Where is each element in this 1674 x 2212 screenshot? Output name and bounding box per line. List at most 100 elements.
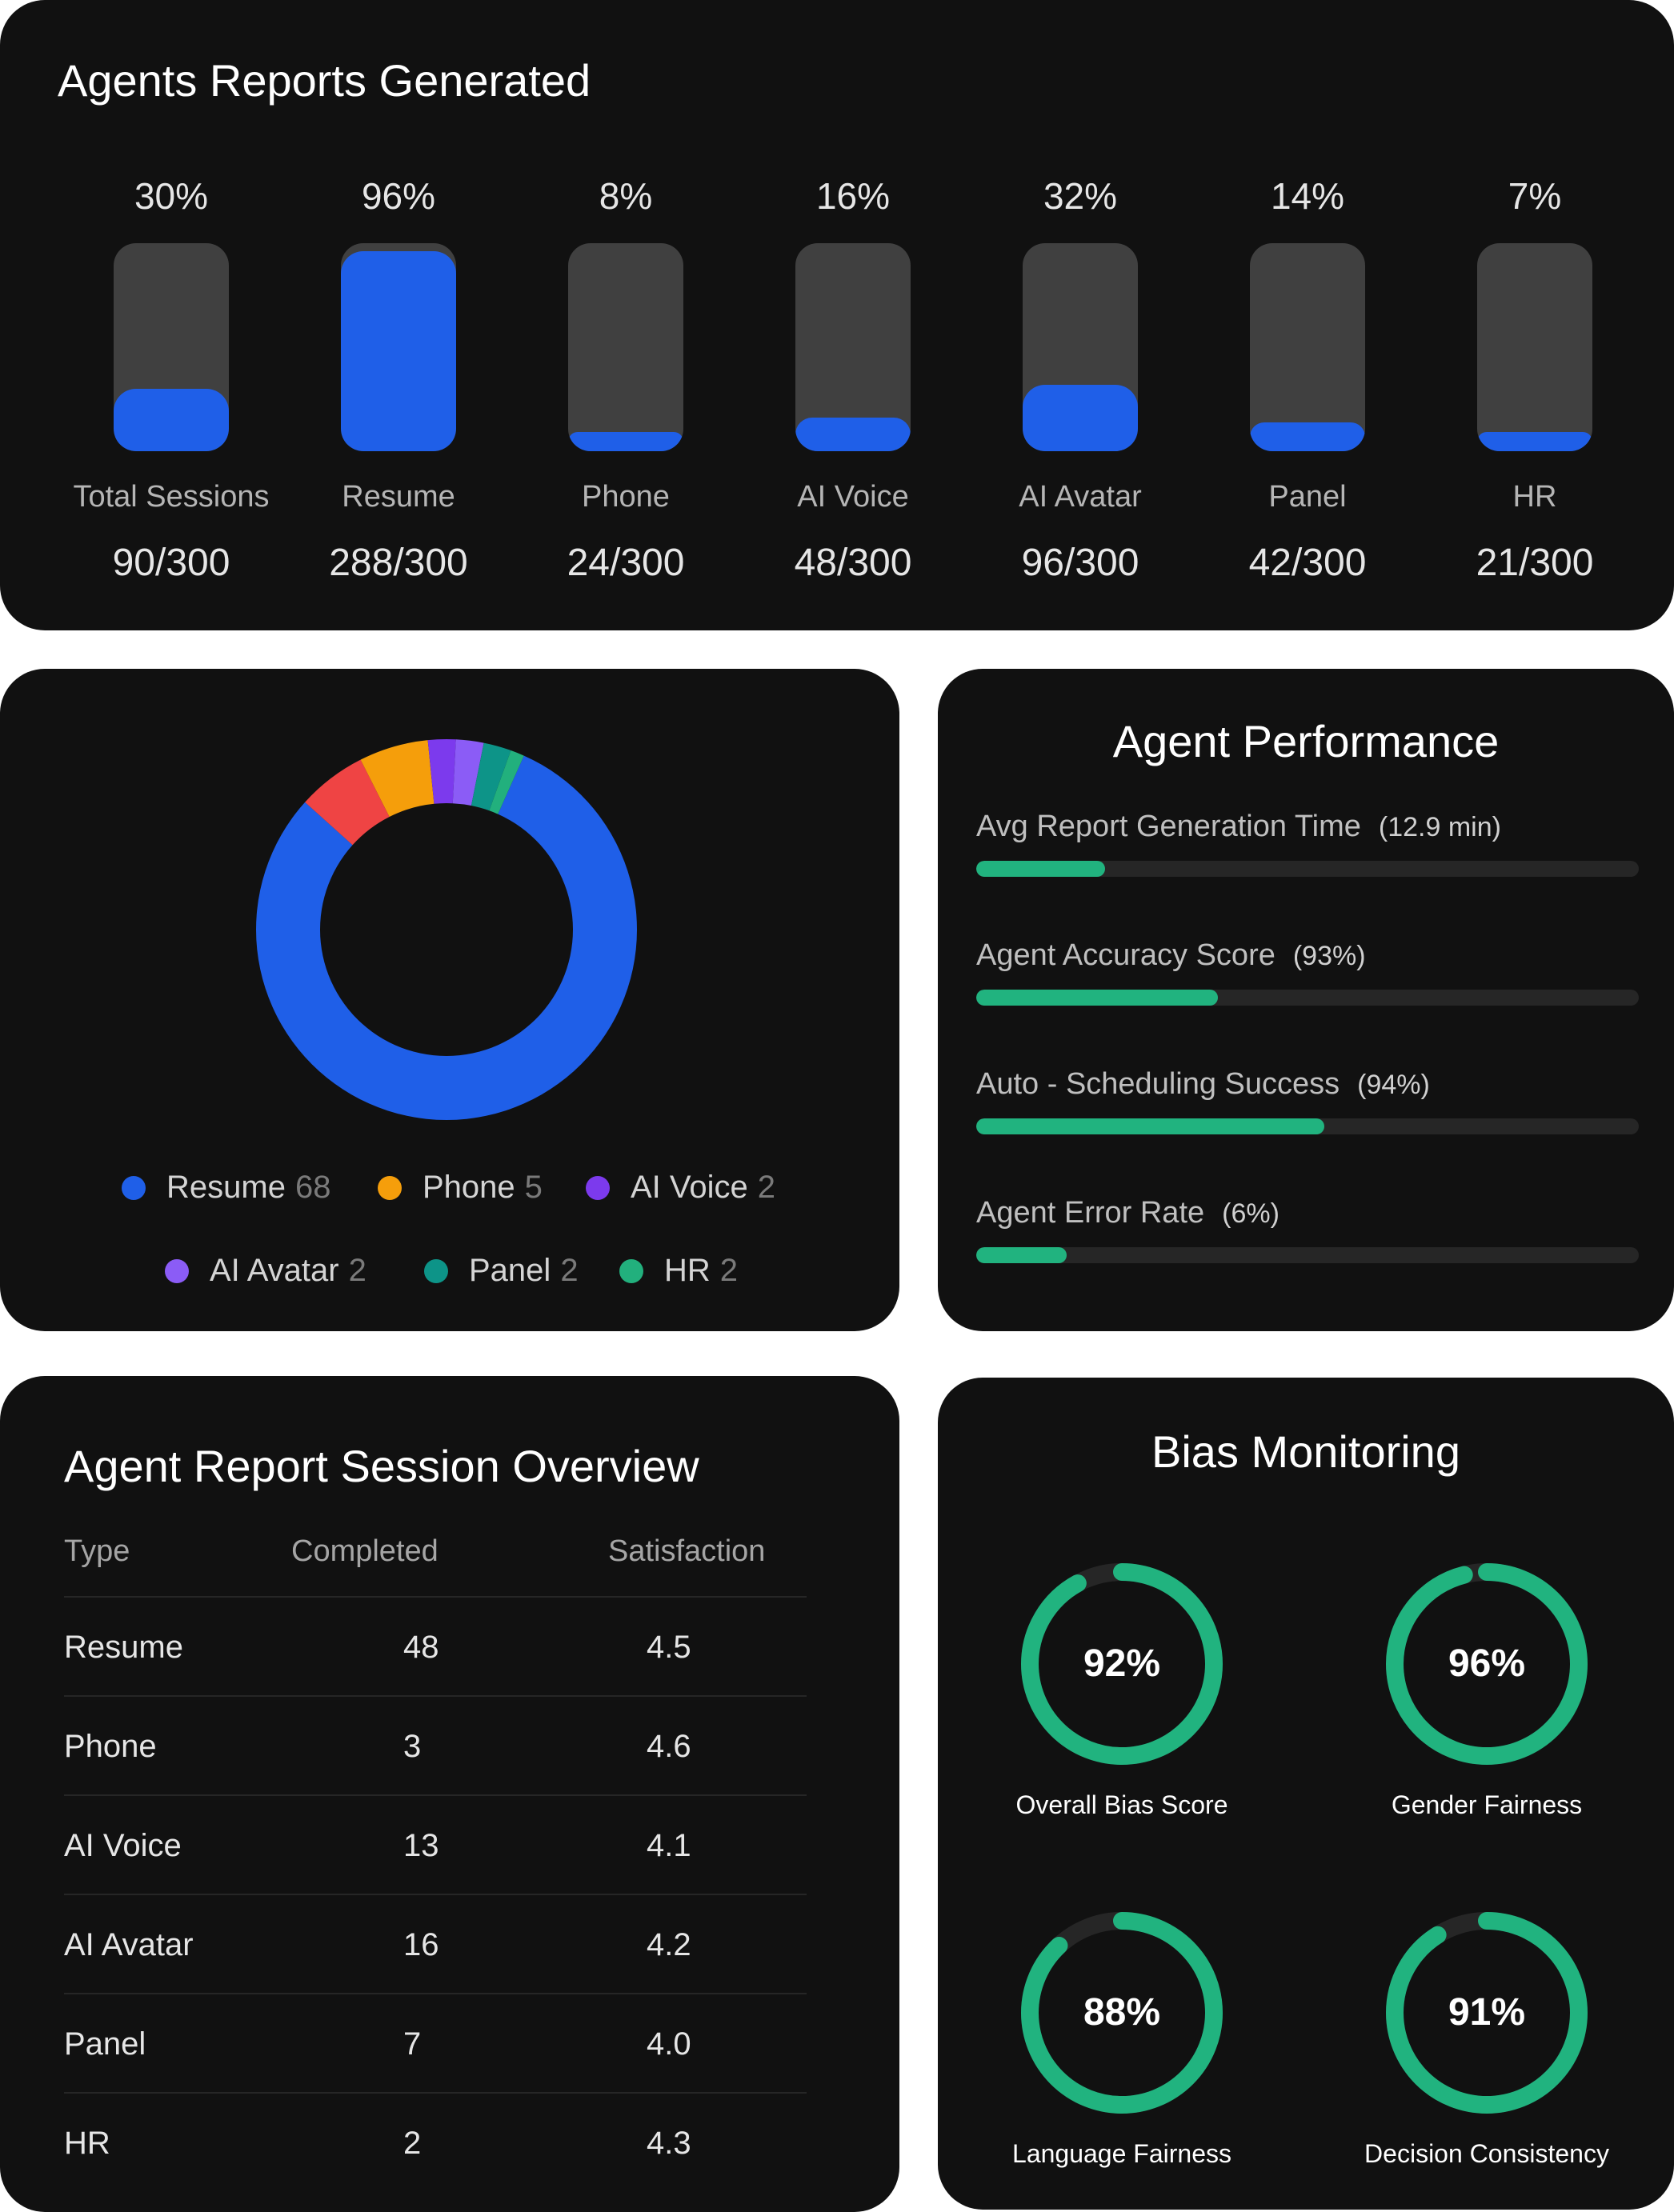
legend-item-resume[interactable]: Resume 68 [122, 1170, 330, 1206]
column-header-type[interactable]: Type [64, 1534, 130, 1568]
donut-slice-panel[interactable] [471, 742, 511, 811]
report-percent: 16% [815, 175, 891, 217]
legend-count: 68 [294, 1170, 331, 1205]
legend-item-hr[interactable]: HR 2 [619, 1253, 738, 1289]
gauge-ring [1021, 1912, 1223, 2114]
cell-satisfaction: 4.6 [647, 1729, 691, 1764]
bias-title: Bias Monitoring [1151, 1426, 1460, 1477]
metric-label: Agent Accuracy Score [976, 938, 1276, 972]
legend-name: AI Voice [631, 1170, 748, 1205]
cell-completed: 3 [403, 1729, 422, 1764]
report-value: 90/300 [112, 542, 230, 584]
table-row[interactable]: AI Voice 13 4.1 [64, 1794, 807, 1894]
metric-progress-fill [976, 1118, 1324, 1134]
legend-item-ai-voice[interactable]: AI Voice 2 [586, 1170, 775, 1206]
table-row[interactable]: AI Avatar 16 4.2 [64, 1894, 807, 1993]
legend-name: Phone [423, 1170, 515, 1205]
cell-completed: 7 [403, 2026, 422, 2062]
report-column: 32% AI Avatar 96/300 [967, 0, 1194, 630]
cell-completed: 48 [403, 1630, 439, 1665]
table-row[interactable]: Resume 48 4.5 [64, 1596, 807, 1695]
report-column: 7% HR 21/300 [1421, 0, 1648, 630]
report-bar-track [795, 243, 911, 451]
legend-dot [122, 1175, 146, 1200]
legend-count: 2 [757, 1170, 776, 1205]
cell-completed: 13 [403, 1828, 439, 1863]
gauge-decision-consistency: 91% [1383, 1909, 1591, 2117]
donut-slice-ai-voice[interactable] [427, 739, 456, 804]
cell-type: Panel [64, 2026, 146, 2062]
cell-type: AI Voice [64, 1828, 182, 1863]
gauge-arc [1386, 1912, 1588, 2114]
table-row[interactable]: HR 2 4.3 [64, 2092, 807, 2191]
report-bar-fill [1023, 384, 1138, 451]
legend-item-ai-avatar[interactable]: AI Avatar 2 [165, 1253, 366, 1289]
performance-metric: Avg Report Generation Time (12.9 min) [976, 810, 1639, 877]
report-percent: 14% [1270, 175, 1345, 217]
report-column: 96% Resume 288/300 [285, 0, 512, 630]
donut-slice-other[interactable] [305, 759, 390, 846]
gauge-gender-fairness: 96% [1383, 1560, 1591, 1768]
table-row[interactable]: Panel 7 4.0 [64, 1993, 807, 2092]
legend-count: 2 [719, 1253, 739, 1288]
metric-value: (93%) [1292, 941, 1366, 971]
legend-count: 2 [560, 1253, 579, 1288]
metric-progress-fill [976, 861, 1106, 877]
cell-type: Resume [64, 1630, 183, 1665]
report-label: HR [1512, 480, 1557, 514]
report-column: 8% Phone 24/300 [512, 0, 739, 630]
gauge-label: Overall Bias Score [1015, 1790, 1228, 1819]
report-bar-track [1477, 243, 1592, 451]
report-label: Total Sessions [73, 480, 270, 514]
metric-value: (94%) [1357, 1070, 1430, 1100]
gauge-value: 92% [1083, 1642, 1161, 1685]
metric-progress-track [976, 1118, 1639, 1134]
performance-title: Agent Performance [1112, 716, 1500, 766]
report-value: 96/300 [1021, 542, 1139, 584]
donut-card: Resume 68 Phone 5 AI Voice 2 AI Avatar 2… [0, 669, 899, 1331]
legend-item-panel[interactable]: Panel 2 [424, 1253, 579, 1289]
table-row[interactable]: Phone 3 4.6 [64, 1695, 807, 1794]
metric-progress-fill [976, 990, 1219, 1006]
report-bar-track [341, 243, 456, 451]
report-bar-fill [1477, 432, 1592, 451]
report-value: 42/300 [1248, 542, 1367, 584]
donut-slice-hr[interactable] [489, 750, 524, 814]
donut-slice-ai-avatar[interactable] [452, 739, 484, 806]
legend-name: AI Avatar [210, 1253, 339, 1288]
gauge-value: 91% [1448, 1991, 1526, 2034]
gauge-ring [1021, 1563, 1223, 1765]
report-bar-track [1250, 243, 1365, 451]
gauge-arc [1386, 1563, 1588, 1765]
donut-slice-phone[interactable] [360, 740, 435, 818]
legend-count: 2 [348, 1253, 366, 1288]
report-label: Resume [342, 480, 455, 514]
metric-progress-track [976, 990, 1639, 1006]
cell-type: AI Avatar [64, 1927, 194, 1962]
report-bar-track [568, 243, 683, 451]
column-header-satisfaction[interactable]: Satisfaction [608, 1534, 766, 1568]
gauge-ring [1386, 1912, 1588, 2114]
column-header-completed[interactable]: Completed [291, 1534, 439, 1568]
reports-card: Agents Reports Generated 30% Total Sessi… [0, 0, 1674, 630]
report-value: 24/300 [567, 542, 685, 584]
report-value: 48/300 [794, 542, 912, 584]
gauge-overall-bias: 92% [1018, 1560, 1226, 1768]
report-percent: 30% [134, 175, 209, 217]
report-label: Phone [582, 480, 670, 514]
donut-chart [256, 739, 638, 1120]
legend-name: Panel [469, 1253, 551, 1288]
report-bar-fill [341, 251, 456, 451]
legend-name: HR [664, 1253, 711, 1288]
performance-metric: Agent Accuracy Score (93%) [976, 938, 1639, 1006]
metric-value: (12.9 min) [1378, 812, 1501, 842]
legend-item-phone[interactable]: Phone 5 [378, 1170, 543, 1206]
donut-slice-resume[interactable] [256, 755, 638, 1120]
report-value: 21/300 [1476, 542, 1594, 584]
session-table-card: Agent Report Session Overview [0, 1376, 899, 2212]
report-percent: 96% [361, 175, 436, 217]
report-bar-track [114, 243, 229, 451]
cell-satisfaction: 4.1 [647, 1828, 691, 1863]
report-percent: 7% [1508, 175, 1562, 217]
report-column: 16% AI Voice 48/300 [739, 0, 967, 630]
